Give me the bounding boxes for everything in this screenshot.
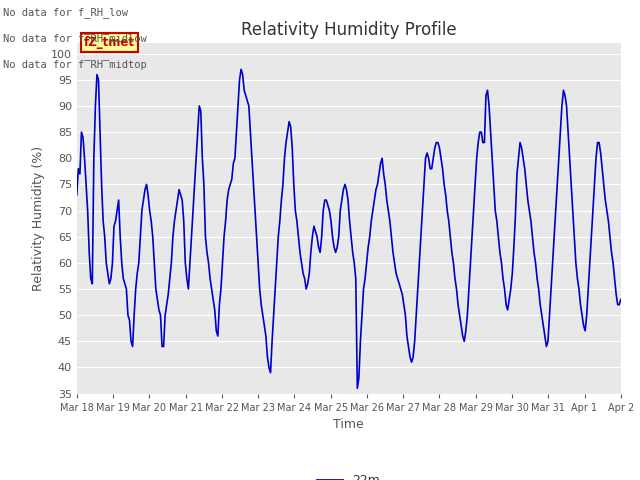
Text: fZ_tmet: fZ_tmet bbox=[84, 36, 135, 49]
X-axis label: Time: Time bbox=[333, 418, 364, 431]
Text: No data for f̅RH̅midlow: No data for f̅RH̅midlow bbox=[3, 34, 147, 44]
Text: No data for f̅RH̅midtop: No data for f̅RH̅midtop bbox=[3, 60, 147, 70]
Title: Relativity Humidity Profile: Relativity Humidity Profile bbox=[241, 21, 456, 39]
Y-axis label: Relativity Humidity (%): Relativity Humidity (%) bbox=[33, 146, 45, 291]
Text: No data for f_RH_low: No data for f_RH_low bbox=[3, 7, 128, 18]
Legend: 22m: 22m bbox=[312, 469, 385, 480]
